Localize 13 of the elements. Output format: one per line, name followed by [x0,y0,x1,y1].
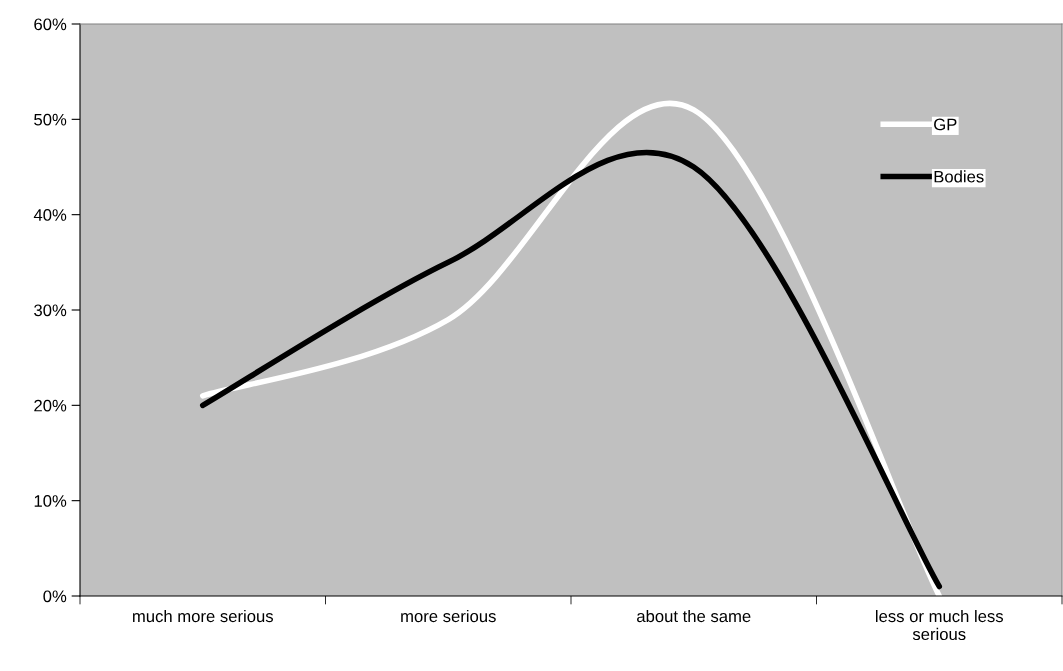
x-tick-label: less or much less serious [876,609,1004,641]
y-tick-label: 50% [34,113,67,126]
y-tick-label: 0% [43,590,67,603]
y-tick-label: 20% [34,399,67,412]
y-tick-label: 60% [34,18,67,31]
y-tick-label: 40% [33,209,67,221]
x-tick-label: more serious [401,609,496,623]
x-tick-label: about the same [637,609,751,623]
y-tick-label: 10% [34,495,67,507]
x-tick-label: much more serious [133,609,274,623]
legend-label: Bodies [934,170,984,183]
y-tick-label: 30% [34,304,67,317]
legend-label: GP [934,118,957,131]
